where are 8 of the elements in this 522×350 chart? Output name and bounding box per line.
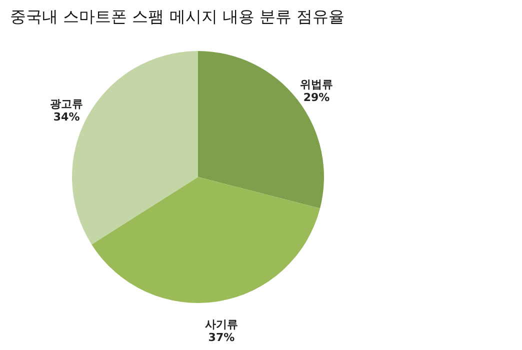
slice-label: 광고류	[50, 98, 84, 111]
data-label: 37%	[208, 331, 235, 344]
slice-label: 사기류	[204, 318, 238, 332]
slice-label: 위법류	[300, 78, 334, 92]
data-label: 34%	[53, 110, 80, 124]
chart-title: 중국내 스마트폰 스팸 메시지 내용 분류 점유율	[10, 7, 345, 26]
pie-slice	[92, 177, 320, 303]
data-label: 29%	[303, 91, 330, 104]
